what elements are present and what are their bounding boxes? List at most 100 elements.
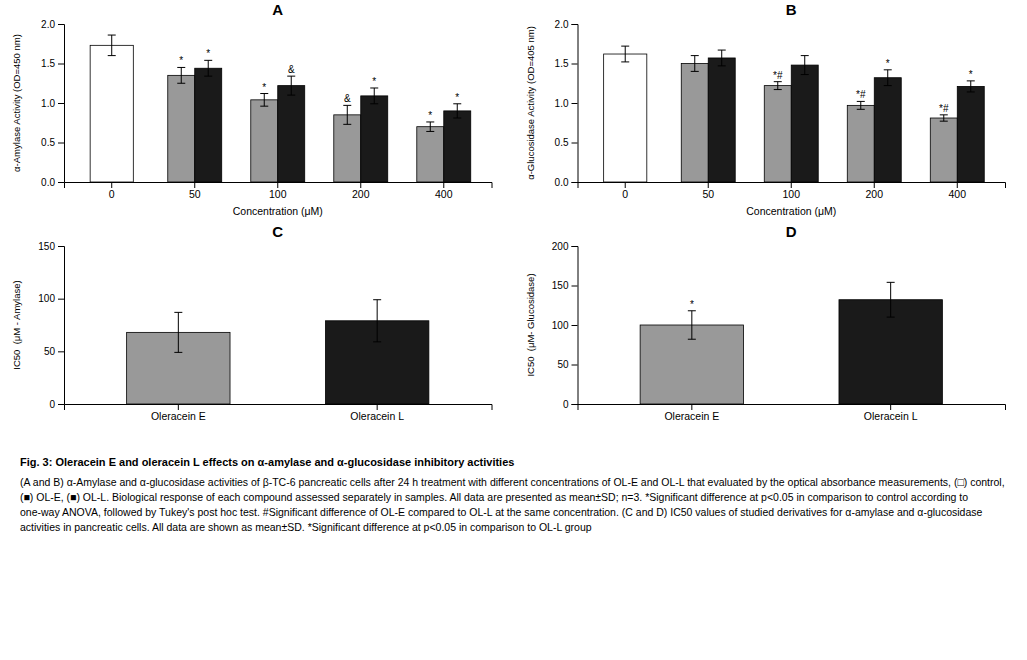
- tick-label: 100: [38, 293, 55, 304]
- tick-mark: [58, 103, 64, 104]
- tick-label: 50: [557, 359, 569, 370]
- error-bar: [426, 122, 434, 131]
- tick-mark: [572, 365, 578, 366]
- tick-mark: [572, 143, 578, 144]
- panel-title: B: [786, 1, 797, 18]
- y-axis-title: IC50 (μM - Amylase): [11, 280, 22, 369]
- tick-label: 1.0: [555, 98, 569, 109]
- y-tick: 1.0: [41, 98, 64, 109]
- error-bar: [940, 115, 948, 121]
- caption-title: Fig. 3: Oleracein E and oleracein L effe…: [20, 456, 514, 468]
- tick-mark: [377, 404, 378, 410]
- error-bar: [857, 101, 865, 109]
- bar: [874, 78, 901, 182]
- caption-line: activities in pancreatic cells. All data…: [20, 521, 592, 533]
- tick-mark: [360, 182, 361, 188]
- bar: [708, 58, 735, 182]
- panel-title: C: [272, 223, 283, 240]
- axis-line: [65, 183, 493, 189]
- annotation: &: [344, 93, 351, 104]
- marks: [127, 300, 429, 404]
- tick-mark: [572, 246, 578, 247]
- tick-label: 0: [622, 188, 628, 200]
- x-axis-title: Concentration (μM): [233, 205, 323, 217]
- y-axis: 0.00.51.01.52.0: [41, 19, 64, 188]
- annotation: *: [455, 92, 459, 103]
- caption-line: one-way ANOVA, followed by Tukey's post …: [20, 506, 983, 518]
- bar: [930, 118, 957, 182]
- tick-mark: [957, 182, 958, 188]
- error-bar: [108, 35, 116, 56]
- panel: 0.00.51.01.52.0050100200400***&&***Aα-Am…: [11, 1, 492, 217]
- x-tick: 200: [865, 182, 883, 200]
- bar: [334, 115, 361, 182]
- annotation: *: [206, 48, 210, 59]
- bar: [168, 75, 195, 182]
- tick-label: Oleracein E: [151, 410, 206, 422]
- panel-title: A: [272, 1, 283, 18]
- tick-label: 200: [865, 188, 883, 200]
- error-bar: [801, 56, 809, 75]
- tick-mark: [194, 182, 195, 188]
- x-tick: 0: [622, 182, 628, 200]
- tick-mark: [572, 103, 578, 104]
- error-bar: [373, 300, 381, 342]
- axis-line: [58, 247, 65, 405]
- annotation: *#: [939, 103, 949, 114]
- tick-label: Oleracein L: [864, 410, 918, 422]
- tick-mark: [572, 325, 578, 326]
- bar: [681, 64, 708, 183]
- error-bar: [343, 105, 351, 124]
- axis-line: [578, 405, 1006, 411]
- y-tick: 1.5: [41, 58, 64, 69]
- axis-line: [58, 25, 65, 183]
- error-bar: [177, 67, 185, 83]
- figure: 0.00.51.01.52.0050100200400***&&***Aα-Am…: [0, 0, 1027, 660]
- tick-mark: [708, 182, 709, 188]
- x-tick: Oleracein E: [664, 404, 719, 422]
- marks: [604, 46, 985, 182]
- y-tick: 2.0: [41, 19, 64, 30]
- tick-mark: [58, 143, 64, 144]
- tick-mark: [572, 286, 578, 287]
- x-axis: 050100200400: [65, 182, 493, 200]
- error-bar: [453, 104, 461, 118]
- x-axis: Oleracein E Oleracein L: [578, 404, 1006, 422]
- error-bar: [887, 282, 895, 317]
- tick-mark: [572, 182, 578, 183]
- bar: [251, 100, 278, 182]
- tick-mark: [890, 404, 891, 410]
- y-tick: 100: [38, 293, 64, 304]
- tick-label: 0: [49, 399, 55, 410]
- error-bar: [967, 81, 975, 92]
- x-axis: Oleracein EOleracein L: [65, 404, 493, 422]
- tick-mark: [691, 404, 692, 410]
- marks: [90, 35, 471, 182]
- tick-label: 150: [552, 280, 569, 291]
- tick-mark: [572, 404, 578, 405]
- y-axis: 050100150: [38, 241, 64, 410]
- annotation: &: [288, 64, 295, 75]
- x-tick: 200: [352, 182, 370, 200]
- tick-label: 100: [269, 188, 287, 200]
- error-bar: [774, 82, 782, 90]
- axis-line: [578, 183, 1006, 189]
- error-bar: [718, 50, 726, 66]
- x-tick: Oleracein E: [151, 404, 206, 422]
- tick-label: 400: [949, 188, 967, 200]
- tick-mark: [572, 24, 578, 25]
- x-axis: 050100200400: [578, 182, 1006, 200]
- x-tick: 100: [269, 182, 287, 200]
- y-tick: 1.5: [555, 58, 578, 69]
- tick-mark: [58, 64, 64, 65]
- annotation: *#: [856, 89, 866, 100]
- panel: 050100150200Oleracein EOleracein L*DIC50…: [525, 223, 1006, 422]
- annotation: *#: [773, 70, 783, 81]
- tick-label: 200: [352, 188, 370, 200]
- tick-label: 400: [435, 188, 453, 200]
- x-tick: 50: [702, 182, 714, 200]
- tick-label: 0.5: [555, 137, 569, 148]
- tick-mark: [443, 182, 444, 188]
- tick-label: 2.0: [41, 19, 55, 30]
- y-tick: 1.0: [555, 98, 578, 109]
